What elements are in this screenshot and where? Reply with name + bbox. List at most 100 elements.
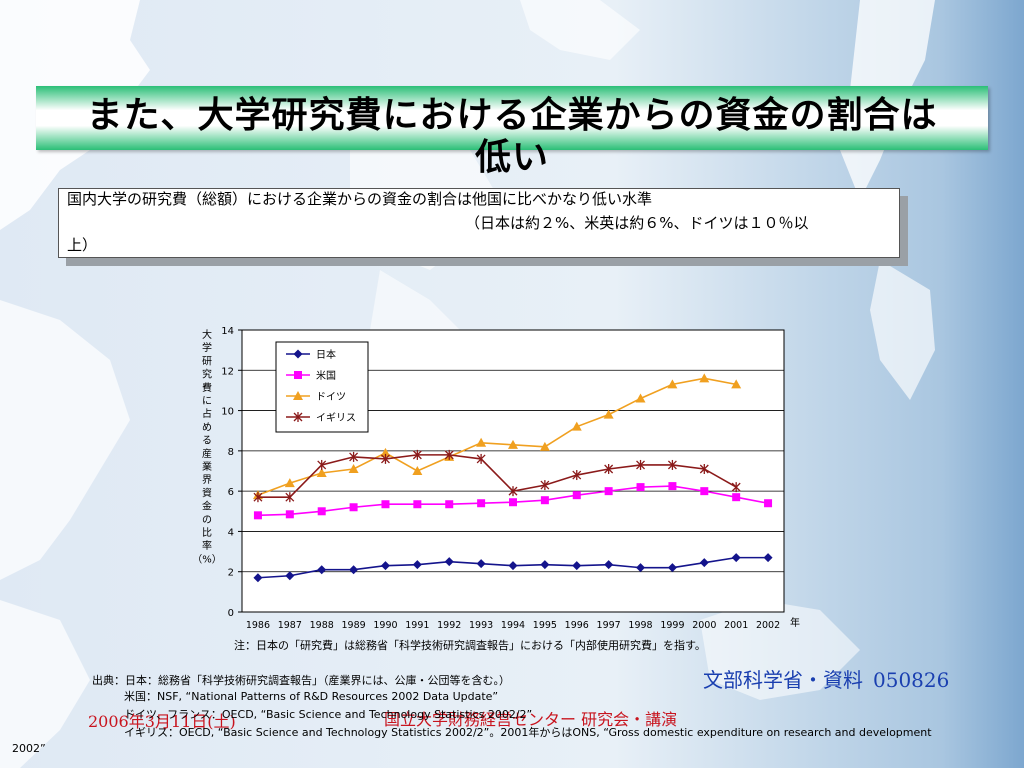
data-point-series-0	[444, 557, 454, 567]
x-tick-label: 1997	[597, 620, 621, 631]
data-point-series-1	[477, 499, 486, 508]
data-point-series-3	[540, 480, 550, 491]
data-point-series-1	[349, 503, 358, 512]
legend-label: ドイツ	[316, 392, 346, 403]
data-point-series-1	[764, 499, 773, 508]
data-point-series-3	[412, 449, 422, 460]
slide-title-line1: また、大学研究費における企業からの資金の割合は	[86, 95, 938, 136]
date-label: 2006年3月11日(土)	[88, 712, 236, 731]
summary-note-box: 国内大学の研究費（総額）における企業からの資金の割合は他国に比べかなり低い水準 …	[58, 188, 900, 258]
data-point-series-3	[667, 459, 677, 470]
y-tick-label: 14	[221, 326, 234, 337]
line-chart: 0 2 4 6 8 10 12 14 1986 1987 1988 1989 1990 1991 1992 1…	[192, 326, 800, 631]
data-point-series-0	[253, 573, 263, 583]
legend-marker	[293, 349, 303, 359]
mext-material-label: 文部科学省・資料 050826	[703, 664, 949, 693]
data-point-series-2	[348, 463, 359, 473]
x-tick-label: 1986	[246, 620, 270, 631]
data-point-series-0	[604, 560, 614, 570]
data-point-series-1	[317, 507, 326, 516]
legend-marker	[293, 391, 303, 400]
series-line-3	[257, 454, 737, 498]
data-point-series-2	[635, 393, 646, 403]
data-point-series-1	[604, 487, 613, 496]
data-point-series-0	[380, 561, 390, 571]
data-point-series-1	[285, 510, 294, 519]
data-point-series-2	[539, 441, 550, 451]
x-tick-label: 1994	[501, 620, 525, 631]
x-tick-label: 1987	[278, 620, 302, 631]
center-label: 国立大学財務経営センター 研究会・講演	[384, 710, 678, 729]
summary-note-line1: 国内大学の研究費（総額）における企業からの資金の割合は他国に比べかなり低い水準	[67, 190, 653, 208]
data-point-series-1	[540, 496, 549, 505]
data-point-series-0	[636, 563, 646, 573]
x-tick-label: 2002	[756, 620, 780, 631]
data-point-series-1	[668, 482, 677, 491]
data-point-series-0	[572, 561, 582, 571]
data-point-series-1	[700, 487, 709, 496]
x-tick-label: 1996	[565, 620, 589, 631]
data-point-series-0	[540, 560, 550, 570]
data-point-series-0	[508, 561, 518, 571]
data-point-series-2	[380, 447, 391, 457]
data-point-series-2	[603, 409, 614, 419]
source-line-1: 出典：日本：総務省「科学技術研究調査報告」（産業界には、公庫・公団等を含む。）	[92, 674, 510, 687]
data-point-series-3	[508, 486, 518, 497]
data-point-series-3	[476, 453, 486, 464]
y-tick-label: 2	[228, 568, 234, 579]
data-point-series-2	[508, 439, 518, 449]
data-point-series-3	[699, 463, 709, 474]
x-tick-label: 2000	[692, 620, 716, 631]
x-axis-label: 年	[790, 616, 800, 629]
title-banner	[36, 86, 988, 150]
data-point-series-0	[731, 553, 741, 563]
data-point-series-3	[444, 449, 454, 460]
data-point-series-2	[412, 466, 423, 475]
y-tick-label: 10	[221, 407, 234, 418]
summary-note-line2: （日本は約２%、米英は約６%、ドイツは１０％以	[465, 214, 809, 232]
y-tick-label: 8	[228, 447, 234, 458]
data-point-series-3	[604, 463, 614, 474]
series-line-2	[257, 377, 737, 496]
y-axis-label: 大学研究費に占める産業界資金の比率（%）	[192, 328, 222, 565]
x-tick-label: 2001	[724, 620, 748, 631]
x-tick-label: 1999	[660, 620, 684, 631]
data-point-series-1	[732, 493, 741, 502]
data-point-series-3	[572, 470, 582, 481]
x-tick-label: 1991	[405, 620, 429, 631]
data-point-series-1	[445, 500, 454, 509]
data-point-series-2	[316, 468, 327, 478]
data-point-series-1	[509, 498, 517, 507]
x-tick-label: 1995	[533, 620, 557, 631]
legend-marker	[294, 371, 302, 379]
legend-label: 米国	[316, 369, 336, 382]
data-point-series-2	[284, 478, 295, 488]
mext-label: 文部科学省・資料	[703, 668, 863, 692]
data-point-series-3	[317, 459, 327, 470]
x-tick-label: 1993	[469, 620, 493, 631]
data-point-series-0	[349, 565, 359, 575]
data-point-series-3	[349, 451, 359, 462]
data-point-series-3	[253, 492, 263, 503]
x-tick-label: 1989	[341, 620, 365, 631]
y-tick-label: 0	[228, 608, 234, 619]
y-tick-label: 6	[228, 487, 234, 498]
data-point-series-3	[285, 492, 295, 503]
data-point-series-0	[699, 558, 709, 568]
data-point-series-0	[763, 553, 773, 563]
mext-code: 050826	[873, 668, 950, 692]
source-line-3: ドイツ、フランス：OECD, “Basic Science and Techno…	[124, 708, 533, 721]
y-tick-label: 4	[228, 527, 234, 538]
summary-note-line3: 上）	[67, 236, 98, 254]
data-point-series-2	[571, 421, 582, 431]
data-point-series-1	[381, 500, 390, 509]
x-tick-label: 1988	[310, 620, 334, 631]
legend-marker	[293, 412, 303, 422]
slide-title: また、大学研究費における企業からの資金の割合は 低い	[36, 95, 988, 179]
source-line-4: イギリス：OECD, “Basic Science and Technology…	[124, 726, 932, 739]
data-point-series-2	[699, 373, 710, 383]
legend-label: 日本	[316, 348, 336, 361]
data-point-series-0	[412, 560, 422, 570]
x-tick-label: 1990	[373, 620, 397, 631]
y-tick-label: 12	[221, 366, 234, 377]
